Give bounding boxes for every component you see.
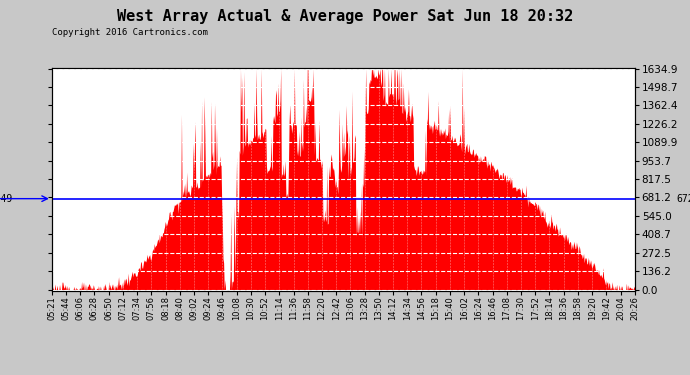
Text: 672.49: 672.49 — [676, 194, 690, 204]
Text: 672.49: 672.49 — [0, 194, 13, 204]
Text: West Array Actual & Average Power Sat Jun 18 20:32: West Array Actual & Average Power Sat Ju… — [117, 9, 573, 24]
Text: Copyright 2016 Cartronics.com: Copyright 2016 Cartronics.com — [52, 28, 208, 37]
